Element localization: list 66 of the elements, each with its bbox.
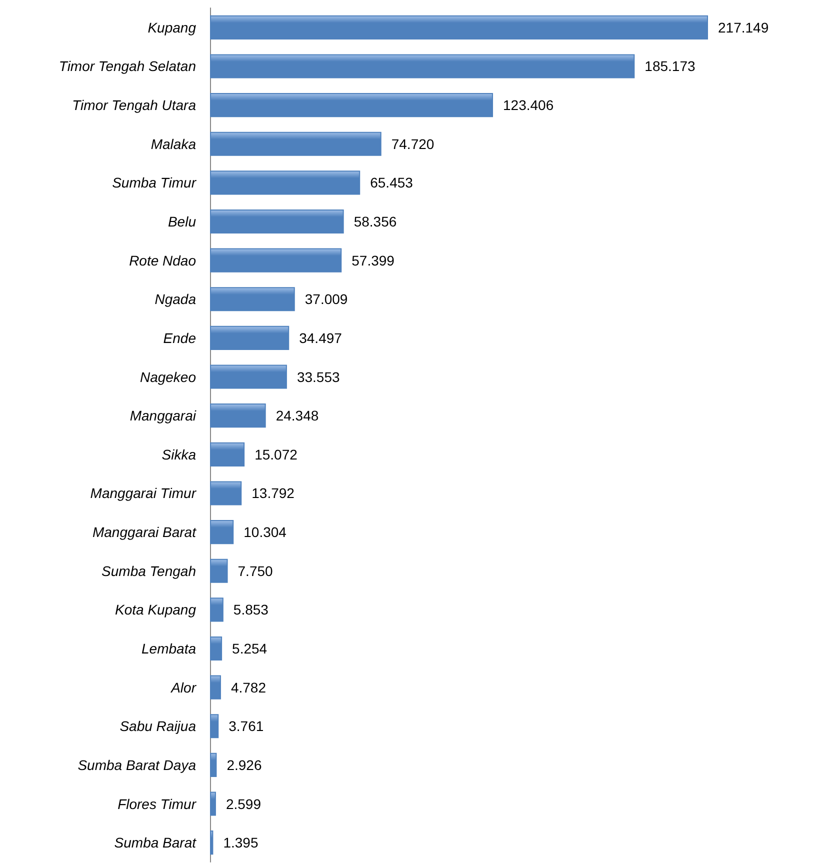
data-label: 7.750 — [238, 562, 274, 579]
y-tick-label: Kota Kupang — [115, 602, 196, 618]
y-tick-label: Ende — [163, 330, 196, 346]
bar — [210, 93, 494, 118]
data-label: 37.009 — [304, 291, 348, 308]
y-tick-label: Nagekeo — [140, 368, 196, 385]
bar — [210, 520, 234, 544]
y-tick-label: Rote Ndao — [129, 252, 196, 268]
data-label: 5.254 — [232, 640, 268, 656]
data-label: 1.395 — [223, 834, 258, 851]
data-label: 2.599 — [226, 796, 262, 812]
bar — [210, 830, 214, 855]
y-tick-label: Timor Tengah Selatan — [58, 58, 196, 74]
y-tick-label: Ngada — [154, 291, 196, 308]
y-tick-label: Timor Tengah Utara — [72, 97, 196, 114]
data-label: 10.304 — [244, 524, 287, 540]
bar — [210, 598, 224, 622]
data-label: 217.149 — [718, 19, 769, 36]
bar — [210, 170, 360, 195]
y-tick-label: Sumba Barat Daya — [78, 756, 196, 773]
y-tick-label: Sikka — [162, 446, 196, 462]
data-label: 33.553 — [296, 368, 340, 385]
bar — [210, 752, 217, 777]
y-tick-label: Lembata — [142, 640, 196, 656]
y-tick-label: Alor — [170, 679, 198, 696]
data-label: 3.761 — [228, 718, 264, 734]
data-label: 13.792 — [252, 485, 295, 502]
data-label: 15.072 — [254, 446, 298, 462]
bar — [210, 15, 708, 40]
bar — [210, 558, 228, 583]
bar — [210, 54, 635, 78]
data-label: 57.399 — [352, 252, 395, 268]
bar — [210, 442, 245, 466]
data-label: 2.926 — [226, 756, 262, 773]
bar — [210, 209, 344, 234]
bar — [210, 481, 242, 506]
y-tick-label: Flores Timur — [118, 796, 198, 812]
y-tick-label: Malaka — [150, 136, 196, 152]
y-tick-label: Manggarai Barat — [92, 524, 198, 540]
bar — [210, 326, 290, 350]
bar — [210, 248, 342, 272]
bar — [210, 287, 295, 312]
y-tick-label: Belu — [168, 214, 196, 230]
bar — [210, 675, 221, 700]
data-label: 5.853 — [233, 602, 269, 618]
y-tick-label: Sumba Tengah — [102, 562, 196, 579]
y-tick-label: Sabu Raijua — [120, 718, 196, 734]
y-tick-label: Sumba Timur — [112, 174, 198, 191]
data-label: 34.497 — [299, 330, 342, 346]
data-label: 74.720 — [391, 136, 434, 152]
bar — [210, 404, 266, 428]
y-tick-label: Manggarai — [130, 408, 197, 424]
data-label: 4.782 — [230, 679, 266, 696]
data-label: 65.453 — [370, 174, 414, 191]
bar — [210, 132, 382, 156]
data-label: 24.348 — [276, 408, 319, 424]
bar — [210, 636, 222, 661]
data-label: 58.356 — [354, 214, 397, 230]
bar — [210, 364, 287, 389]
data-label: 123.406 — [503, 97, 554, 114]
bar — [210, 714, 219, 738]
y-tick-label: Kupang — [148, 19, 196, 36]
y-tick-label: Sumba Barat — [114, 834, 198, 851]
bar — [210, 792, 216, 816]
data-label: 185.173 — [644, 58, 696, 74]
y-tick-label: Manggarai Timur — [90, 485, 198, 502]
